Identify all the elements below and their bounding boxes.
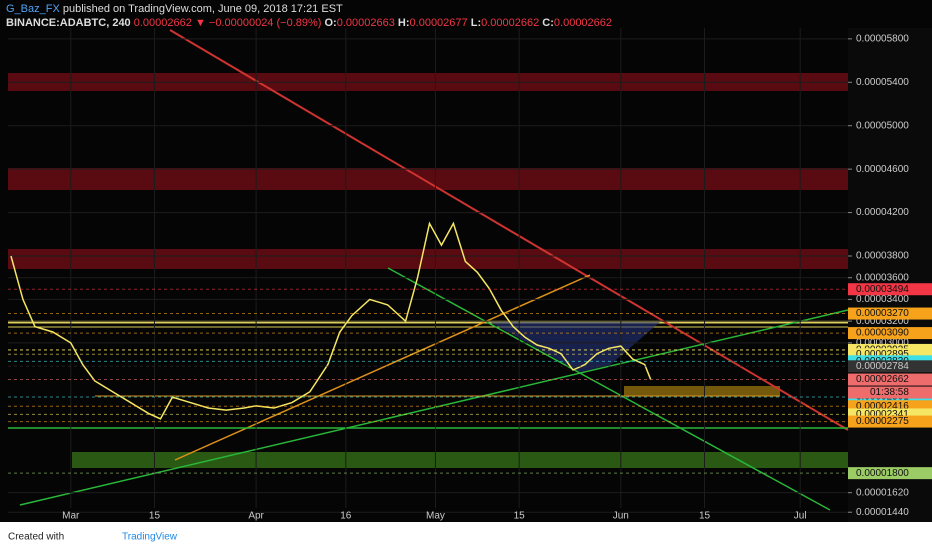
x-tick-label: Jul — [794, 511, 807, 522]
price-line — [10, 221, 652, 420]
x-tick-label: 16 — [340, 511, 352, 522]
y-tick-label: 0.00005400 — [856, 77, 909, 88]
x-tick-label: 15 — [699, 511, 711, 522]
x-tick-label: 15 — [149, 511, 161, 522]
change: −0.00000024 (−0.89%) — [208, 17, 322, 29]
y-tick-label: 0.00003200 — [856, 316, 909, 327]
y-tick-label: 0.00001440 — [856, 507, 909, 518]
published: published on TradingView.com, June 09, 2… — [62, 3, 343, 15]
price-label: 0.00002784 — [856, 361, 909, 372]
price-label-box — [848, 283, 932, 296]
low: 0.00002662 — [481, 17, 540, 29]
price-label-box — [848, 415, 932, 428]
price-label: 0.00003270 — [856, 308, 909, 319]
header-row-1: G_Baz_FX published on TradingView.com, J… — [6, 2, 612, 16]
x-tick-label: Jun — [613, 511, 629, 522]
y-tick-label: 0.00005000 — [856, 120, 909, 131]
countdown: 01:38:58 — [870, 387, 909, 398]
price-label: 0.00001800 — [856, 468, 909, 479]
close-label: C: — [542, 17, 554, 29]
header-row-2: BINANCE:ADABTC, 240 0.00002662 ▼ −0.0000… — [6, 17, 613, 29]
price-label-box — [848, 327, 932, 340]
header: G_Baz_FX published on TradingView.com, J… — [6, 2, 612, 30]
price-label-box — [848, 307, 932, 320]
y-tick-label: 0.00003400 — [856, 294, 909, 305]
symbol: BINANCE:ADABTC, 240 — [6, 17, 131, 29]
high: 0.00002677 — [409, 17, 468, 29]
footer-bar — [0, 522, 932, 550]
price-label-box — [848, 360, 932, 373]
y-tick-label: 0.00003600 — [856, 272, 909, 283]
y-tick-label: 0.00003800 — [856, 251, 909, 262]
price-label: 0.00002895 — [856, 349, 909, 360]
price-label-box — [848, 467, 932, 480]
price-label: 0.00002275 — [856, 416, 909, 427]
price-axis — [848, 28, 932, 522]
price-label: 0.00003494 — [856, 284, 909, 295]
price-label: 0.00002662 — [856, 374, 909, 385]
x-tick-label: Mar — [62, 511, 80, 522]
y-tick-label: 0.00003000 — [856, 337, 909, 348]
open: 0.00002663 — [336, 17, 395, 29]
price-label-box — [848, 373, 932, 386]
footer-brand[interactable]: TradingView — [122, 532, 178, 543]
y-tick-label: 0.00001620 — [856, 487, 909, 498]
countdown-box — [848, 386, 932, 399]
x-tick-label: May — [426, 511, 445, 522]
open-label: O: — [324, 17, 337, 29]
footer-created: Created with — [8, 532, 64, 543]
x-tick-label: Apr — [248, 511, 264, 522]
high-label: H: — [397, 17, 410, 29]
price-label: 0.00002416 — [856, 401, 909, 412]
close: 0.00002662 — [553, 17, 613, 29]
drawings — [8, 29, 849, 511]
price-label: 0.00003090 — [856, 328, 909, 339]
y-tick-label: 0.00004600 — [856, 164, 909, 175]
y-tick-label: 0.00004200 — [856, 207, 909, 218]
last: 0.00002662 — [133, 17, 192, 29]
y-tick-label: 0.00005800 — [856, 33, 909, 44]
author[interactable]: G_Baz_FX — [6, 3, 60, 15]
low-label: L: — [470, 17, 482, 29]
x-tick-label: 15 — [514, 511, 526, 522]
price-label: 0.00002341 — [856, 409, 909, 420]
